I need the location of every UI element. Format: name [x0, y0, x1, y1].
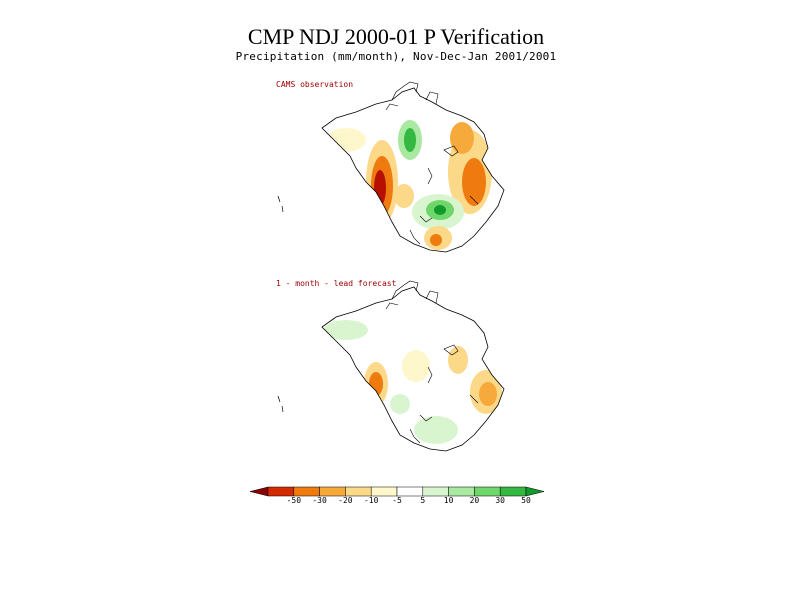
colorbar-tick-label: -30 [312, 496, 327, 505]
colorbar-segment [474, 486, 501, 497]
colorbar-tick-label: 5 [420, 496, 426, 505]
colorbar-segment [370, 486, 398, 497]
colorbar-segment [293, 486, 320, 497]
observation-anomaly-shading [322, 88, 504, 252]
colorbar-tick-label: 20 [469, 496, 480, 505]
colorbar [249, 486, 545, 497]
forecast-panel-label: 1 - month - lead forecast [276, 279, 397, 288]
colorbar-segment [396, 486, 424, 497]
colorbar-segment [267, 486, 295, 497]
colorbar-tick-label: -50 [286, 496, 302, 505]
colorbar-segment [345, 486, 372, 497]
page-subtitle: Precipitation (mm/month), Nov-Dec-Jan 20… [235, 50, 557, 63]
colorbar-tick-label: -20 [338, 496, 353, 505]
colorbar-low-extension [249, 486, 269, 497]
colorbar-tick-label: 50 [521, 496, 531, 505]
observation-map [277, 81, 505, 253]
colorbar-high-extension [525, 486, 545, 497]
colorbar-tick-label: 30 [495, 496, 506, 505]
forecast-map [277, 280, 505, 452]
colorbar-tick-label: -10 [363, 496, 379, 505]
colorbar-segment [422, 486, 449, 497]
colorbar-tick-label: -5 [392, 496, 402, 505]
colorbar-tick-label: 10 [443, 496, 454, 505]
observation-panel-label: CAMS observation [276, 80, 354, 89]
colorbar-segment [499, 486, 527, 497]
colorbar-segment [319, 486, 346, 497]
colorbar-segment [448, 486, 475, 497]
page-title: CMP NDJ 2000-01 P Verification [247, 24, 545, 49]
forecast-anomaly-shading [322, 287, 504, 451]
